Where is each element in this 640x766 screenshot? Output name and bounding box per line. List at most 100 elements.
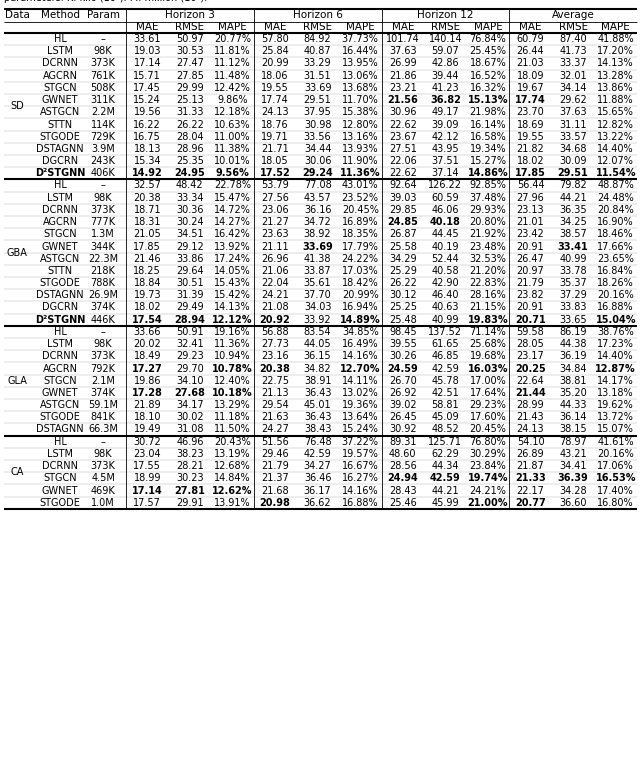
Text: 38.92: 38.92 xyxy=(304,229,332,239)
Text: 36.35: 36.35 xyxy=(559,205,587,215)
Text: 37.63: 37.63 xyxy=(389,46,417,56)
Text: 39.44: 39.44 xyxy=(431,70,459,80)
Text: 30.26: 30.26 xyxy=(389,352,417,362)
Text: 16.88%: 16.88% xyxy=(597,303,634,313)
Text: 16.42%: 16.42% xyxy=(214,229,251,239)
Text: 19.57%: 19.57% xyxy=(342,449,379,459)
Text: 98K: 98K xyxy=(93,193,112,203)
Text: 26.45: 26.45 xyxy=(389,412,417,422)
Text: 42.90: 42.90 xyxy=(431,278,459,288)
Text: AGCRN: AGCRN xyxy=(42,70,77,80)
Text: 19.73: 19.73 xyxy=(134,290,161,300)
Text: 58.81: 58.81 xyxy=(431,400,459,410)
Text: 29.85: 29.85 xyxy=(389,205,417,215)
Text: STGCN: STGCN xyxy=(43,83,77,93)
Text: 87.40: 87.40 xyxy=(559,34,587,44)
Text: 23.21: 23.21 xyxy=(389,83,417,93)
Text: 13.72%: 13.72% xyxy=(597,412,634,422)
Text: 406K: 406K xyxy=(91,169,115,178)
Text: 19.56: 19.56 xyxy=(134,107,161,117)
Text: LSTM: LSTM xyxy=(47,449,73,459)
Text: 12.80%: 12.80% xyxy=(342,119,379,129)
Text: 11.90%: 11.90% xyxy=(342,156,378,166)
Text: 31.51: 31.51 xyxy=(304,70,332,80)
Text: 21.44: 21.44 xyxy=(515,388,546,398)
Text: 56.44: 56.44 xyxy=(516,181,545,191)
Text: 373K: 373K xyxy=(91,205,115,215)
Text: 40.58: 40.58 xyxy=(431,266,459,276)
Text: 14.89%: 14.89% xyxy=(340,315,381,325)
Text: AGCRN: AGCRN xyxy=(42,217,77,227)
Text: Data: Data xyxy=(4,11,29,21)
Text: 33.69: 33.69 xyxy=(304,83,332,93)
Text: 19.49: 19.49 xyxy=(134,424,161,434)
Text: 14.05%: 14.05% xyxy=(214,266,251,276)
Text: 22.75: 22.75 xyxy=(261,375,289,386)
Text: 43.01%: 43.01% xyxy=(342,181,378,191)
Text: 20.84%: 20.84% xyxy=(597,205,634,215)
Text: 30.72: 30.72 xyxy=(133,437,161,447)
Text: 44.33: 44.33 xyxy=(559,400,587,410)
Text: 15.65%: 15.65% xyxy=(597,107,634,117)
Text: GWNET: GWNET xyxy=(42,388,78,398)
Text: 30.29%: 30.29% xyxy=(470,449,506,459)
Text: 33.69: 33.69 xyxy=(302,241,333,251)
Text: 34.27: 34.27 xyxy=(304,461,332,471)
Text: 35.20: 35.20 xyxy=(559,388,587,398)
Text: 21.13: 21.13 xyxy=(261,388,289,398)
Text: 27.56: 27.56 xyxy=(261,193,289,203)
Text: 18.26%: 18.26% xyxy=(597,278,634,288)
Text: 36.43: 36.43 xyxy=(304,412,332,422)
Text: 17.60%: 17.60% xyxy=(470,412,506,422)
Text: 36.16: 36.16 xyxy=(304,205,332,215)
Text: 33.29: 33.29 xyxy=(304,58,332,68)
Text: 16.49%: 16.49% xyxy=(342,339,378,349)
Text: 34.41: 34.41 xyxy=(559,461,587,471)
Text: 84.92: 84.92 xyxy=(304,34,332,44)
Text: 20.92: 20.92 xyxy=(260,315,291,325)
Text: 13.68%: 13.68% xyxy=(342,83,378,93)
Text: 29.70: 29.70 xyxy=(176,364,204,374)
Text: 761K: 761K xyxy=(91,70,115,80)
Text: 42.86: 42.86 xyxy=(431,58,459,68)
Text: 28.96: 28.96 xyxy=(176,144,204,154)
Text: 11.81%: 11.81% xyxy=(214,46,251,56)
Text: 23.52%: 23.52% xyxy=(342,193,379,203)
Text: 30.23: 30.23 xyxy=(176,473,204,483)
Text: 17.85: 17.85 xyxy=(133,241,161,251)
Text: DGCRN: DGCRN xyxy=(42,303,78,313)
Text: 841K: 841K xyxy=(91,412,115,422)
Text: 17.74: 17.74 xyxy=(515,95,546,105)
Text: 10.63%: 10.63% xyxy=(214,119,251,129)
Text: 11.48%: 11.48% xyxy=(214,70,251,80)
Text: 18.10: 18.10 xyxy=(134,412,161,422)
Text: –: – xyxy=(100,181,106,191)
Text: 20.38: 20.38 xyxy=(134,193,161,203)
Text: 11.54%: 11.54% xyxy=(595,169,636,178)
Text: 14.86%: 14.86% xyxy=(468,169,508,178)
Text: 34.44: 34.44 xyxy=(304,144,332,154)
Text: 23.70: 23.70 xyxy=(516,107,545,117)
Text: 12.07%: 12.07% xyxy=(597,156,634,166)
Text: STGODE: STGODE xyxy=(40,412,81,422)
Text: GLA: GLA xyxy=(7,375,27,386)
Text: 45.01: 45.01 xyxy=(304,400,332,410)
Text: 24.13: 24.13 xyxy=(516,424,545,434)
Text: 13.93%: 13.93% xyxy=(342,144,378,154)
Text: 33.34: 33.34 xyxy=(176,193,204,203)
Text: 29.64: 29.64 xyxy=(176,266,204,276)
Text: 140.14: 140.14 xyxy=(429,34,462,44)
Text: 21.46: 21.46 xyxy=(134,254,161,264)
Text: 17.14: 17.14 xyxy=(134,58,161,68)
Text: 21.68: 21.68 xyxy=(261,486,289,496)
Text: 17.40%: 17.40% xyxy=(597,486,634,496)
Text: 48.87%: 48.87% xyxy=(597,181,634,191)
Text: 13.18%: 13.18% xyxy=(597,388,634,398)
Text: RMSE: RMSE xyxy=(175,22,204,32)
Text: 71.14%: 71.14% xyxy=(470,327,506,337)
Text: 24.22%: 24.22% xyxy=(342,254,379,264)
Text: 36.39: 36.39 xyxy=(557,473,589,483)
Text: 42.59: 42.59 xyxy=(304,449,332,459)
Text: 12.42%: 12.42% xyxy=(214,83,251,93)
Text: Horizon 6: Horizon 6 xyxy=(292,11,342,21)
